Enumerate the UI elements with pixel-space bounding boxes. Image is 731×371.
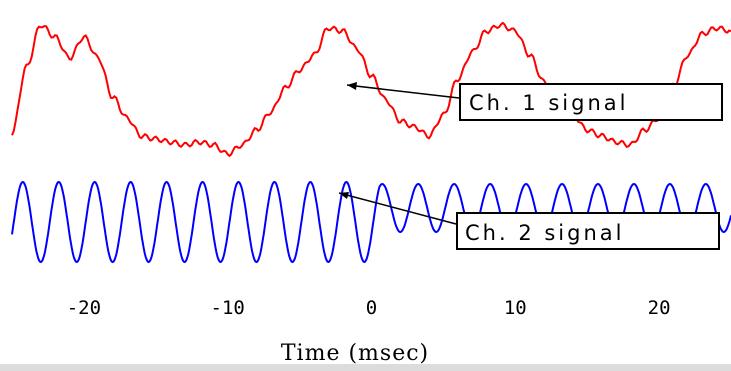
callout-ch2: Ch. 2 signal bbox=[338, 192, 720, 250]
callout-ch2-arrowhead bbox=[339, 192, 349, 199]
callout-ch1-box bbox=[459, 83, 723, 121]
x-axis-title: Time (msec) bbox=[281, 341, 429, 366]
callout-ch2-leader bbox=[338, 192, 457, 225]
x-tick-labels: -20 -10 0 10 20 bbox=[67, 297, 671, 319]
x-tick-label: -10 bbox=[211, 297, 245, 319]
series-ch1-line bbox=[11, 21, 731, 158]
callout-ch1-label: Ch. 1 signal bbox=[469, 91, 628, 115]
x-tick-label: 20 bbox=[648, 297, 671, 319]
x-tick-label: 0 bbox=[366, 297, 377, 319]
callout-ch1-arrowhead bbox=[347, 82, 357, 90]
callout-ch1-leader bbox=[346, 84, 460, 99]
bottom-border bbox=[0, 364, 731, 371]
callout-ch2-label: Ch. 2 signal bbox=[465, 221, 624, 245]
callout-ch1: Ch. 1 signal bbox=[346, 82, 723, 121]
x-tick-label: -20 bbox=[67, 297, 101, 319]
callout-ch2-box bbox=[456, 212, 720, 250]
x-tick-label: 10 bbox=[504, 297, 527, 319]
